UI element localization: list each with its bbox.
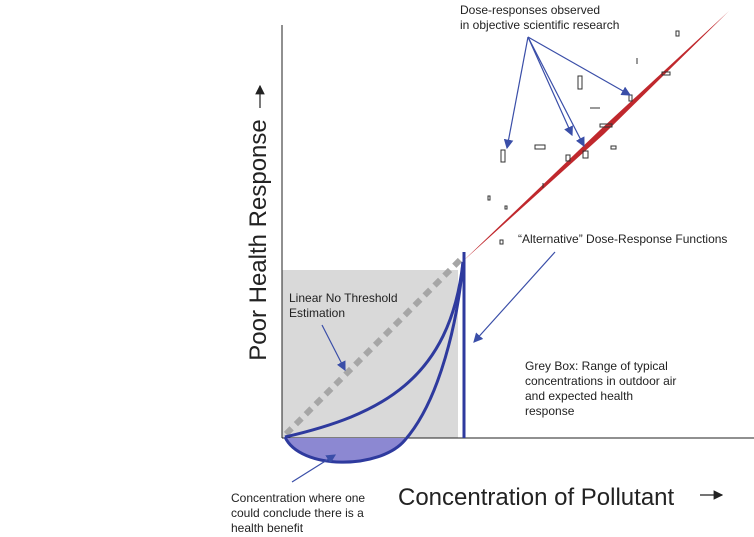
annotation-text: Concentration where one — [231, 491, 365, 505]
annotation-text: concentrations in outdoor air — [525, 374, 676, 388]
benefit-area — [285, 438, 405, 462]
alt-curve-1 — [284, 261, 465, 439]
annotation-text: health benefit — [231, 521, 304, 535]
annotation-text: “Alternative” Dose-Response Functions — [518, 232, 727, 246]
alt-curve-2 — [283, 261, 465, 464]
annotation-text: Grey Box: Range of typical — [525, 359, 668, 373]
annotation-text: in objective scientific research — [460, 18, 619, 32]
annotation-text: Estimation — [289, 306, 345, 320]
observed-line — [462, 11, 729, 262]
annotation-text: could conclude there is a — [231, 506, 364, 520]
annotation-text: response — [525, 404, 575, 418]
annotation-text: Linear No Threshold — [289, 291, 398, 305]
annotation-text: and expected health — [525, 389, 633, 403]
annotation-arrows — [291, 36, 632, 483]
x-axis-label: Concentration of Pollutant — [398, 484, 675, 511]
annotation-text: Dose-responses observed — [460, 3, 600, 17]
y-axis-label: Poor Health Response — [245, 119, 272, 360]
data-points — [487, 30, 680, 245]
